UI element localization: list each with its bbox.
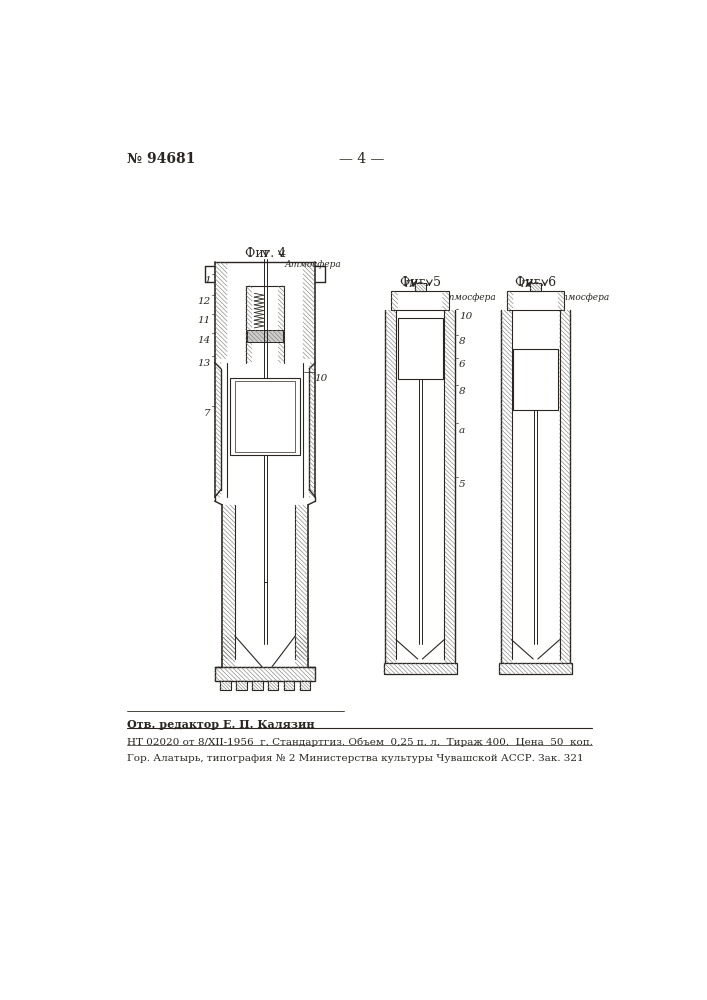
Text: 8: 8 [459, 337, 465, 346]
Text: Атмосфера: Атмосфера [440, 293, 496, 302]
Text: 10: 10 [459, 312, 472, 321]
Bar [235, 381, 296, 452]
Text: 7: 7 [204, 409, 211, 418]
Text: Фиг. 6: Фиг. 6 [515, 276, 556, 289]
Bar [392, 291, 449, 310]
Text: 13: 13 [197, 359, 211, 368]
Bar [252, 681, 262, 690]
Text: НТ 02020 от 8/XII-1956  г. Стандартгиз. Объем  0,25 п. л.  Тираж 400.  Цена  50 : НТ 02020 от 8/XII-1956 г. Стандартгиз. О… [127, 738, 593, 747]
Text: Пар: Пар [520, 280, 539, 289]
Bar [284, 681, 294, 690]
Bar [530, 283, 541, 291]
Text: 14: 14 [197, 336, 211, 345]
Bar [247, 330, 283, 342]
Text: Фиг. 5: Фиг. 5 [399, 276, 440, 289]
Bar [235, 681, 247, 690]
Text: Атмосфера: Атмосфера [284, 260, 341, 269]
Bar [414, 283, 426, 291]
Bar [215, 667, 315, 681]
Text: 11: 11 [197, 316, 211, 325]
Text: 8: 8 [459, 387, 465, 396]
Bar [397, 318, 443, 379]
Text: Отв. редактор Е. П. Калязин: Отв. редактор Е. П. Калязин [127, 719, 315, 730]
Text: Фиг. 4: Фиг. 4 [245, 247, 286, 260]
Text: 6: 6 [459, 360, 465, 369]
Bar [300, 681, 310, 690]
Bar [507, 291, 564, 310]
Text: 12: 12 [197, 297, 211, 306]
Bar [384, 663, 457, 674]
Bar [499, 663, 572, 674]
Text: № 94681: № 94681 [127, 152, 196, 166]
Text: 10: 10 [315, 374, 328, 383]
Text: a: a [459, 426, 465, 435]
Text: Пар: Пар [404, 280, 423, 289]
Bar [268, 681, 279, 690]
Bar [220, 681, 230, 690]
Bar [230, 378, 300, 455]
Text: 5: 5 [459, 480, 465, 489]
Text: — 4 —: — 4 — [339, 152, 385, 166]
Text: атмосфера: атмосфера [555, 293, 610, 302]
Text: 1: 1 [204, 276, 211, 285]
Text: Гор. Алатырь, типография № 2 Министерства культуры Чувашской АССР. Зак. 321: Гор. Алатырь, типография № 2 Министерств… [127, 754, 584, 763]
Bar [513, 349, 558, 410]
